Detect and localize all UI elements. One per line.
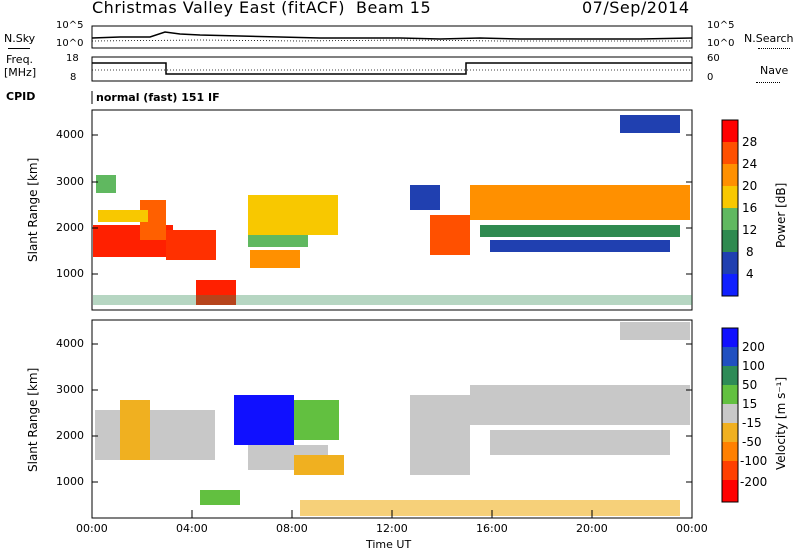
velocity-cb-tick-neg15: -15 xyxy=(742,416,762,430)
nave-legend-line xyxy=(756,82,780,83)
velocity-cb-tick-100: 100 xyxy=(742,359,765,373)
nsearch-legend-line xyxy=(758,48,790,49)
xtick-0800: 08:00 xyxy=(276,522,308,535)
power-cb-tick-16: 16 xyxy=(742,201,758,215)
velocity-patch-g xyxy=(200,490,240,505)
velocity-cb-tick-neg200: -200 xyxy=(740,475,768,489)
noise-left-tick-high: 10^5 xyxy=(56,20,84,31)
velocity-colorbar xyxy=(721,327,739,503)
power-patch-f xyxy=(196,280,236,305)
velocity-patch-b xyxy=(120,400,150,460)
velocity-cb-tick-200: 200 xyxy=(742,340,765,354)
xtick-0000: 00:00 xyxy=(76,522,108,535)
power-patch-g xyxy=(248,195,338,235)
power-cb-tick-8: 8 xyxy=(746,245,754,259)
velocity-cb-tick-neg50: -50 xyxy=(742,435,762,449)
power-patch-k xyxy=(430,215,470,255)
power-patch-n xyxy=(490,240,670,252)
power-colorbar-label: Power [dB] xyxy=(774,182,788,248)
power-cb-tick-12: 12 xyxy=(742,223,758,237)
xtick-1200: 12:00 xyxy=(376,522,408,535)
velocity-ytick-2000: 2000 xyxy=(56,429,84,442)
freq-trace xyxy=(92,62,692,75)
power-patch-c xyxy=(166,230,216,260)
power-patch-p xyxy=(93,295,692,305)
power-patch-o xyxy=(620,115,680,133)
xtick-2400: 00:00 xyxy=(676,522,708,535)
power-ytick-3000: 3000 xyxy=(56,175,84,188)
velocity-patch-d xyxy=(294,400,339,440)
station-title: Christmas Valley East (fitACF) xyxy=(92,0,346,17)
power-patch-d xyxy=(98,210,148,222)
velocity-patch-c xyxy=(234,395,294,445)
power-ytick-4000: 4000 xyxy=(56,128,84,141)
velocity-yticks xyxy=(92,343,692,483)
power-ytick-1000: 1000 xyxy=(56,267,84,280)
velocity-patch-i xyxy=(470,385,690,425)
velocity-ytick-4000: 4000 xyxy=(56,337,84,350)
freq-unit-label: [MHz] xyxy=(4,66,37,79)
freq-panel-frame xyxy=(91,56,693,82)
xtick-2000: 20:00 xyxy=(576,522,608,535)
nave-right-tick-high: 60 xyxy=(707,53,720,64)
power-cb-tick-20: 20 xyxy=(742,179,758,193)
velocity-patch-k xyxy=(620,322,690,340)
power-yticks xyxy=(92,134,692,275)
nsky-legend-line xyxy=(8,48,30,49)
velocity-patch-a xyxy=(95,410,215,460)
beam-label: Beam 15 xyxy=(356,0,432,17)
noise-right-tick-high: 10^5 xyxy=(707,20,735,31)
power-ytick-2000: 2000 xyxy=(56,221,84,234)
power-ylabel: Slant Range [km] xyxy=(26,157,40,262)
power-patch-l xyxy=(470,185,690,220)
velocity-cb-tick-50: 50 xyxy=(742,378,758,392)
nave-right-tick-low: 0 xyxy=(707,72,714,83)
freq-left-tick-high: 18 xyxy=(66,53,79,64)
power-image xyxy=(93,115,692,305)
velocity-image xyxy=(95,322,690,516)
power-patch-i xyxy=(250,250,300,268)
velocity-ytick-3000: 3000 xyxy=(56,383,84,396)
xtick-1600: 16:00 xyxy=(476,522,508,535)
cpid-mode: normal (fast) 151 IF xyxy=(96,91,220,104)
velocity-colorbar-label: Velocity [m s⁻¹] xyxy=(774,376,788,470)
power-colorbar xyxy=(721,119,739,297)
power-patch-m xyxy=(480,225,680,237)
nsky-label: N.Sky xyxy=(4,32,36,45)
velocity-ytick-1000: 1000 xyxy=(56,475,84,488)
power-patch-h xyxy=(248,235,308,247)
freq-label: Freq. xyxy=(6,53,34,66)
nsearch-label: N.Search xyxy=(744,32,794,45)
power-cb-tick-24: 24 xyxy=(742,157,758,171)
noise-left-tick-low: 10^0 xyxy=(56,38,84,49)
noise-right-tick-low: 10^0 xyxy=(707,38,735,49)
velocity-patch-f xyxy=(294,455,344,475)
xticks xyxy=(91,510,693,518)
nave-label: Nave xyxy=(760,64,789,77)
noise-panel-frame xyxy=(91,25,693,49)
velocity-cb-tick-15: 15 xyxy=(742,397,758,411)
velocity-cb-tick-neg100: -100 xyxy=(740,454,768,468)
velocity-ylabel: Slant Range [km] xyxy=(26,367,40,472)
date-label: 07/Sep/2014 xyxy=(582,0,690,17)
cpid-label: CPID xyxy=(6,90,36,103)
power-cb-tick-28: 28 xyxy=(742,135,758,149)
velocity-patch-j xyxy=(490,430,670,455)
power-cb-tick-4: 4 xyxy=(746,267,754,281)
velocity-patch-l xyxy=(300,500,680,516)
power-patch-j xyxy=(410,185,440,210)
xaxis-label: Time UT xyxy=(366,538,412,551)
freq-left-tick-low: 8 xyxy=(70,72,77,83)
xtick-0400: 04:00 xyxy=(176,522,208,535)
noise-search-trace xyxy=(91,39,692,42)
power-patch-e xyxy=(96,175,116,193)
noise-sky-trace xyxy=(91,31,693,40)
velocity-patch-h xyxy=(410,395,470,475)
